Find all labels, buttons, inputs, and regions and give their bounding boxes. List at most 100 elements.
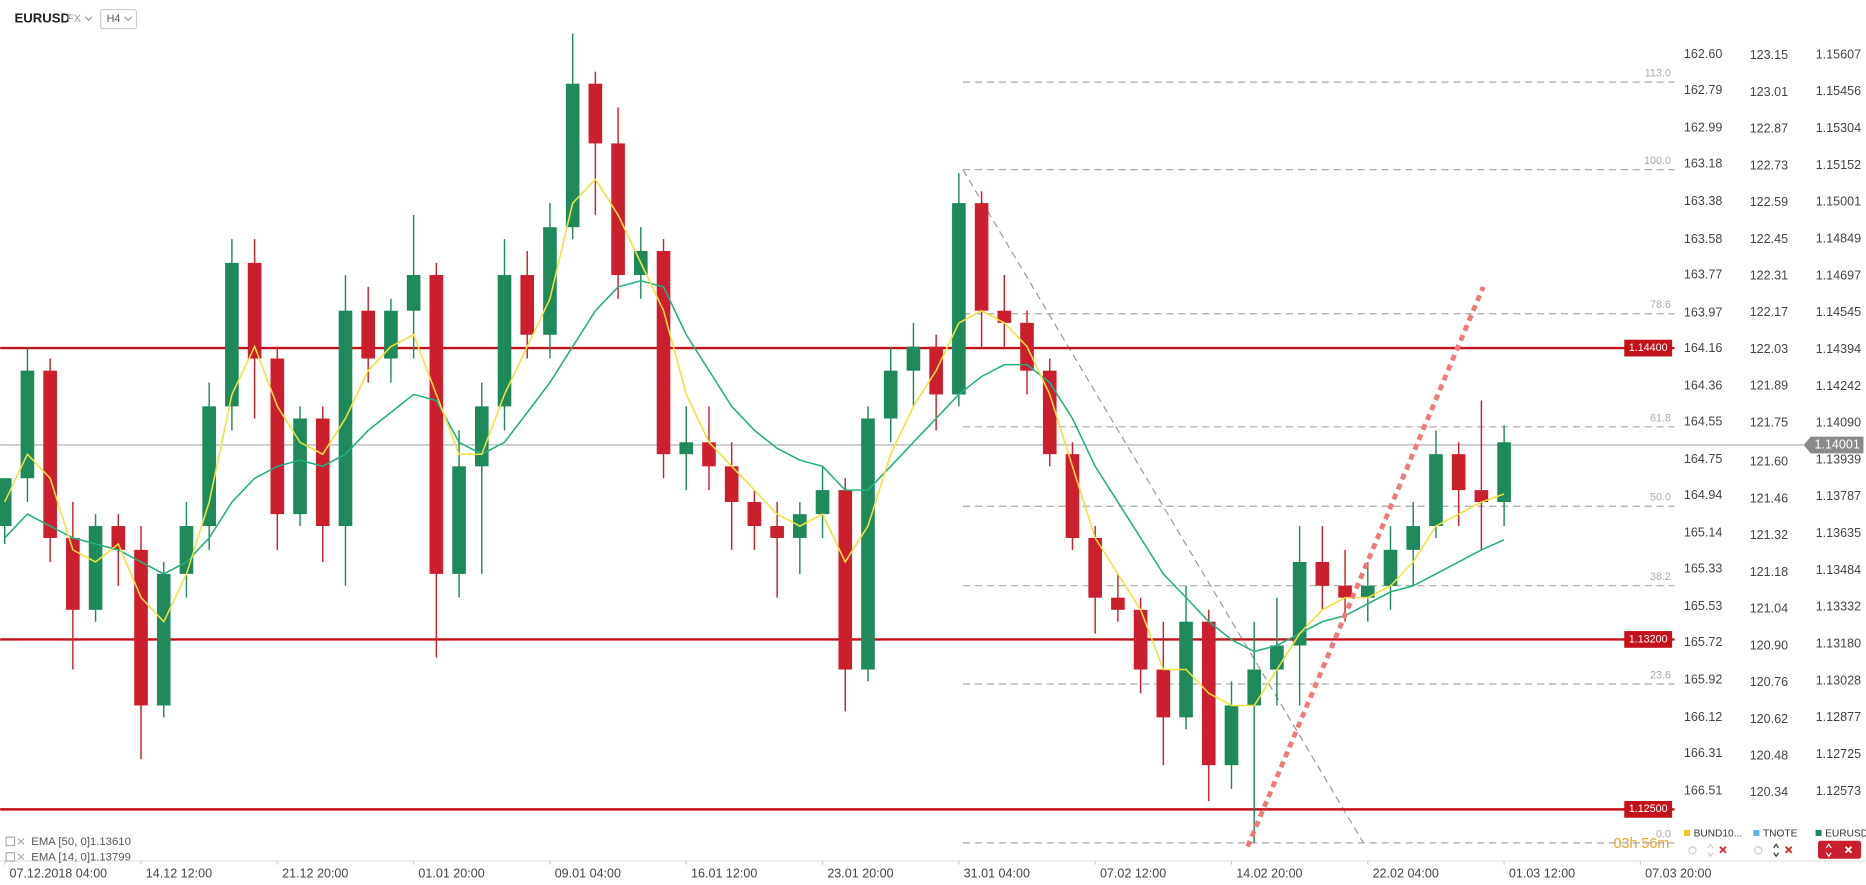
- candle-body: [202, 406, 216, 527]
- candle-body: [770, 526, 784, 538]
- y-tick-label: 122.31: [1750, 268, 1788, 282]
- symbol[interactable]: EURUSD: [15, 11, 70, 26]
- candle-body: [611, 143, 625, 276]
- y-tick-label: 120.62: [1750, 712, 1788, 726]
- level-tag: [1624, 800, 1673, 818]
- candle-body: [1088, 537, 1102, 598]
- market-chevron: [84, 16, 93, 22]
- candle-body: [0, 478, 12, 527]
- close-icon[interactable]: [1785, 846, 1793, 854]
- x-tick-label: 07.12.2018 04:00: [9, 867, 107, 881]
- current-price-label: 1.14001: [1814, 437, 1859, 451]
- y-tick-label: 122.03: [1750, 342, 1788, 356]
- close-icon[interactable]: [1719, 846, 1727, 854]
- level-label: 1.14400: [1629, 342, 1668, 354]
- y-tick-label: 1.13332: [1816, 600, 1861, 614]
- candle-body: [315, 418, 330, 527]
- y-tick-label: 120.48: [1750, 748, 1788, 762]
- candle-body: [1497, 442, 1511, 503]
- x-tick-label: 16.01 12:00: [691, 867, 757, 881]
- candle-body: [1270, 645, 1284, 670]
- interval-select[interactable]: H4: [107, 13, 121, 25]
- candle-body: [1224, 705, 1239, 766]
- candle-body: [724, 466, 739, 503]
- candle-body: [656, 250, 671, 455]
- y-tick-label: 121.46: [1750, 491, 1788, 505]
- candle-body: [1360, 585, 1375, 598]
- candle-body: [974, 203, 989, 311]
- legend-remove: [17, 837, 25, 845]
- instrument-controls: [1688, 840, 1862, 859]
- legend-value: 1.13610: [90, 836, 131, 848]
- legend-icon: [5, 852, 16, 862]
- market-select[interactable]: FX: [67, 13, 81, 25]
- candle-body: [497, 275, 512, 407]
- eye-icon[interactable]: [1688, 846, 1697, 855]
- y-tick-label: 1.13028: [1816, 673, 1861, 687]
- x-tick-label: 21.12 20:00: [282, 867, 348, 881]
- instrument-swatch: [1815, 829, 1822, 836]
- y-tick-label: 122.17: [1750, 305, 1788, 319]
- candle-body: [452, 466, 466, 574]
- instrument-swatch: [1753, 829, 1760, 836]
- candle-body: [179, 526, 194, 574]
- legend-value: 1.13799: [90, 851, 131, 863]
- y-tick-label: 166.51: [1684, 784, 1722, 798]
- candle-body: [474, 406, 489, 467]
- eye-icon[interactable]: [1754, 846, 1763, 855]
- trend-line: [1245, 285, 1486, 848]
- candle-body: [1315, 561, 1330, 586]
- fib-anchor-line: [962, 169, 1364, 844]
- y-tick-label: 163.18: [1684, 156, 1722, 170]
- candle-body: [588, 83, 603, 144]
- y-tick-label: 1.12725: [1816, 747, 1861, 761]
- y-tick-label: 120.34: [1750, 785, 1788, 799]
- fib-level-label: 38.2: [1650, 571, 1671, 583]
- candle-body: [247, 262, 262, 359]
- fib-level-label: 113.0: [1645, 68, 1671, 80]
- order-icon[interactable]: [1825, 843, 1832, 858]
- fib-level-label: 100.0: [1644, 155, 1671, 167]
- candle-body: [66, 537, 80, 610]
- close-icon[interactable]: [1844, 846, 1853, 854]
- candle-body: [1429, 454, 1443, 527]
- y-tick-label: 120.76: [1750, 675, 1788, 689]
- candle-body: [270, 358, 285, 515]
- y-tick-label: 163.97: [1684, 305, 1722, 319]
- active-instrument-controls[interactable]: [1818, 840, 1862, 859]
- candle-body: [861, 418, 875, 670]
- y-tick-label: 1.14242: [1816, 379, 1861, 393]
- interval-box[interactable]: [100, 8, 138, 30]
- candle-body: [156, 573, 171, 706]
- y-tick-label: 1.15456: [1816, 84, 1861, 98]
- y-tick-label: 123.01: [1750, 85, 1788, 99]
- order-icon[interactable]: [1773, 843, 1780, 858]
- x-tick-label: 23.01 20:00: [827, 867, 893, 881]
- candle-body: [906, 346, 921, 371]
- candle-body: [838, 490, 853, 670]
- candle-body: [429, 275, 444, 574]
- candle-body: [134, 549, 148, 706]
- legend-name: EMA [50, 0]: [31, 836, 90, 848]
- y-tick-label: 1.12877: [1816, 710, 1861, 724]
- candle-body: [883, 370, 898, 419]
- y-tick-label: 1.13939: [1816, 452, 1861, 466]
- y-tick-label: 121.18: [1750, 565, 1788, 579]
- candle-body: [747, 502, 762, 527]
- current-price-tag: [1803, 436, 1864, 454]
- ema-line: [4, 280, 1505, 653]
- y-tick-label: 1.13635: [1816, 526, 1861, 540]
- y-tick-label: 163.58: [1684, 232, 1722, 246]
- x-tick-label: 31.01 04:00: [964, 867, 1030, 881]
- candle-body: [702, 442, 716, 467]
- y-tick-label: 120.90: [1750, 638, 1788, 652]
- y-tick-label: 121.60: [1750, 455, 1788, 469]
- candle-body: [1406, 526, 1421, 550]
- order-icon[interactable]: [1707, 843, 1714, 858]
- y-tick-label: 122.45: [1750, 232, 1788, 246]
- candle-body: [1292, 561, 1307, 646]
